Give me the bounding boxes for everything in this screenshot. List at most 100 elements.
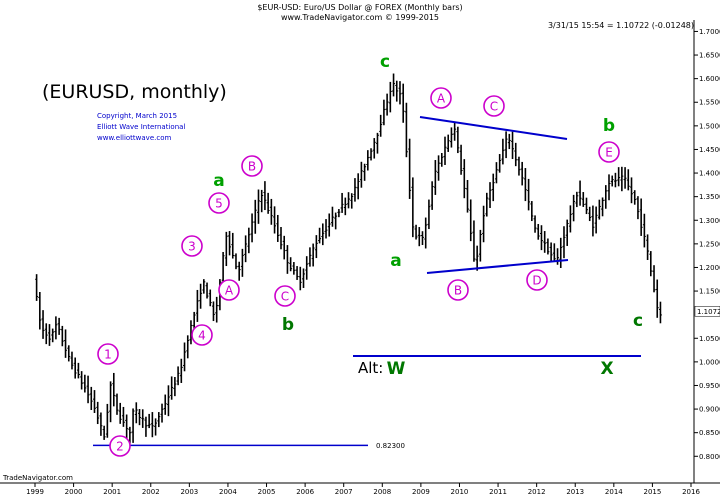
y-tick-label: 1.50000 [699,122,720,130]
circled-1-text: 1 [104,348,112,362]
circled-4-ring [191,324,213,346]
wave-label-a-mid: a [390,251,401,271]
circled-3-ring [181,235,203,257]
y-axis: 1.70000 1.65000 1.60000 1.55000 1.50000 1.450… [694,28,720,461]
circled-B-left-ring [241,155,263,177]
circled-5-ring [208,192,230,214]
circled-C-left-text: C [281,290,289,304]
circled-2-ring [109,435,131,457]
x-tick-label: 2005 [258,488,276,496]
alt-label: Alt: [358,359,383,377]
circled-B-right: B [447,279,469,301]
y-tick-label: 1.40000 [699,170,720,178]
circled-A-left-ring [218,279,240,301]
y-tick-label: 1.65000 [699,52,720,60]
circled-C-left: C [274,285,296,307]
wave-label-b-right: b [603,116,615,136]
y-tick-label: 0.95000 [699,382,720,390]
copyright-line1: Copyright, March 2015 [97,112,177,120]
chart-title: (EURUSD, monthly) [42,81,227,103]
circled-A-right: A [430,87,452,109]
circled-C-right-ring [483,95,505,117]
circled-C-left-ring [274,285,296,307]
x-tick-label: 2015 [643,488,661,496]
x-axis: 1999 2000 2001 2002 2003 2004 2005 2006 2007 2008… [26,483,700,496]
upper-triangle-line [419,116,568,140]
copyright-line3: www.elliottwave.com [97,134,171,142]
price-bars [35,73,662,444]
x-tick-label: 2011 [489,488,507,496]
y-tick-label: 1.30000 [699,217,720,225]
circled-B-left-text: B [248,160,256,174]
header-line2: www.TradeNavigator.com © 1999-2015 [281,13,439,22]
y-tick-label: 1.05000 [699,335,720,343]
y-tick-label: 1.70000 [699,28,720,36]
x-tick-label: 2016 [682,488,700,496]
circled-4-text: 4 [198,329,206,343]
circled-5-text: 5 [215,197,223,211]
circled-C-right-text: C [490,100,498,114]
circled-E-right: E [598,141,620,163]
circled-A-right-text: A [437,92,446,106]
x-tick-label: 2009 [412,488,430,496]
wave-label-b-left: b [282,315,294,335]
header-line1: $EUR-USD: Euro/US Dollar @ FOREX (Monthl… [257,3,462,12]
circled-2: 2 [109,435,131,457]
circled-C-right: C [483,95,505,117]
circled-B-right-ring [447,279,469,301]
circled-E-right-text: E [605,146,613,160]
y-tick-label: 1.35000 [699,193,720,201]
circled-A-left-text: A [225,284,234,298]
circled-D-right: D [526,269,548,291]
x-tick-label: 2008 [373,488,391,496]
x-tick-label: 1999 [26,488,44,496]
x-tick-label: 2002 [142,488,160,496]
y-tick-label: 1.55000 [699,99,720,107]
low-line-label: 0.82300 [376,442,405,450]
x-tick-label: 2000 [65,488,83,496]
wave-label-w: W [387,359,406,379]
circled-5: 5 [208,192,230,214]
y-tick-label: 1.60000 [699,75,720,83]
x-tick-label: 2001 [103,488,121,496]
last-price-box [694,306,720,317]
copyright-line2: Elliott Wave International [97,123,185,131]
lower-triangle-line [426,259,569,274]
circled-3-text: 3 [188,240,196,254]
y-tick-label: 1.25000 [699,240,720,248]
circled-2-text: 2 [116,440,124,454]
wave-label-a-left: a [213,171,224,191]
x-tick-label: 2006 [296,488,314,496]
x-tick-label: 2003 [180,488,198,496]
circled-A-left: A [218,279,240,301]
circled-A-right-ring [430,87,452,109]
y-tick-label: 0.80000 [699,453,720,461]
x-tick-label: 2010 [451,488,469,496]
x-tick-label: 2013 [566,488,584,496]
x-tick-label: 2012 [528,488,546,496]
x-tick-label: 2007 [335,488,353,496]
x-tick-label: 2004 [219,488,237,496]
circled-4: 4 [191,324,213,346]
header-timestamp: 3/31/15 15:54 = 1.10722 (-0.01248) [548,21,694,30]
circled-D-right-text: D [532,274,541,288]
y-tick-label: 1.00000 [699,358,720,366]
wave-label-c-right: c [633,311,643,331]
x-tick-label: 2014 [605,488,623,496]
circled-D-right-ring [526,269,548,291]
circled-B-left: B [241,155,263,177]
y-tick-label: 0.85000 [699,429,720,437]
circled-1: 1 [97,343,119,365]
y-tick-label: 1.20000 [699,264,720,272]
circled-B-right-text: B [454,284,462,298]
wave-label-c-top: c [380,52,390,72]
y-tick-label: 1.45000 [699,146,720,154]
last-price-label: 1.10722 [697,308,720,316]
wave-label-x: X [600,359,613,379]
footer-brand: TradeNavigator.com [2,474,73,482]
y-tick-label: 1.15000 [699,288,720,296]
circled-E-right-ring [598,141,620,163]
circled-1-ring [97,343,119,365]
circled-3: 3 [181,235,203,257]
